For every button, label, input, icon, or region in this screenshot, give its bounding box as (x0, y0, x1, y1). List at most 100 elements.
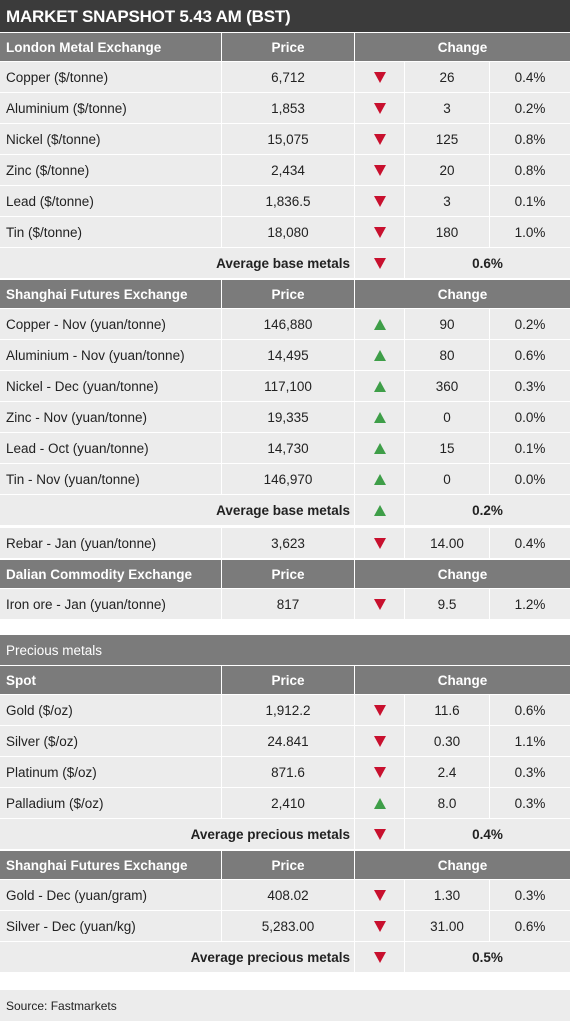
price: 146,970 (222, 464, 355, 494)
metal-name: Gold - Dec (yuan/gram) (0, 880, 222, 910)
metal-name: Iron ore - Jan (yuan/tonne) (0, 589, 222, 619)
change-pct: 0.6% (490, 911, 570, 941)
change: 26 (405, 62, 490, 92)
table-header: Spot Price Change (0, 666, 570, 694)
metal-name: Platinum ($/oz) (0, 757, 222, 787)
change: 3 (405, 93, 490, 123)
change: 8.0 (405, 788, 490, 818)
price: 817 (222, 589, 355, 619)
data-row: Gold - Dec (yuan/gram) 408.02 1.30 0.3% (0, 880, 570, 910)
header-cell: Shanghai Futures Exchange (0, 851, 222, 879)
change-pct: 1.2% (490, 589, 570, 619)
arrow-shape (373, 226, 386, 238)
average-label: Average base metals (0, 248, 355, 278)
price: 871.6 (222, 757, 355, 787)
arrow-cell (355, 942, 405, 972)
arrow-cell (355, 464, 405, 494)
arrow-cell (355, 186, 405, 216)
section-heading: Precious metals (0, 635, 570, 665)
data-row: Nickel ($/tonne) 15,075 125 0.8% (0, 124, 570, 154)
change: 11.6 (405, 695, 490, 725)
price: 146,880 (222, 309, 355, 339)
average-row: Average base metals 0.2% (0, 495, 570, 525)
trend-arrow (373, 598, 386, 610)
change-pct: 1.1% (490, 726, 570, 756)
heading-text: Precious metals (0, 635, 570, 665)
data-row: Nickel - Dec (yuan/tonne) 117,100 360 0.3% (0, 371, 570, 401)
change: 15 (405, 433, 490, 463)
change-pct: 0.6% (490, 695, 570, 725)
metal-name: Silver ($/oz) (0, 726, 222, 756)
arrow-cell (355, 528, 405, 558)
change-pct: 0.6% (490, 340, 570, 370)
price: 18,080 (222, 217, 355, 247)
metal-name: Copper - Nov (yuan/tonne) (0, 309, 222, 339)
arrow-cell (355, 726, 405, 756)
header-cell: London Metal Exchange (0, 33, 222, 61)
arrow-shape (373, 411, 386, 423)
arrow-shape (373, 318, 386, 330)
metal-name: Tin ($/tonne) (0, 217, 222, 247)
header-cell: Price (222, 280, 355, 308)
trend-arrow (373, 164, 386, 176)
arrow-cell (355, 819, 405, 849)
source-note: Source: Fastmarkets (0, 990, 570, 1021)
data-row: Copper - Nov (yuan/tonne) 146,880 90 0.2% (0, 309, 570, 339)
header-cell: Change (355, 280, 570, 308)
arrow-shape (373, 349, 386, 361)
arrow-cell (355, 93, 405, 123)
price: 2,410 (222, 788, 355, 818)
average-pct: 0.4% (405, 819, 570, 849)
trend-arrow (373, 71, 386, 83)
metal-name: Aluminium - Nov (yuan/tonne) (0, 340, 222, 370)
data-row: Palladium ($/oz) 2,410 8.0 0.3% (0, 788, 570, 818)
arrow-shape (373, 704, 386, 716)
price: 14,495 (222, 340, 355, 370)
average-pct: 0.6% (405, 248, 570, 278)
arrow-cell (355, 880, 405, 910)
price: 14,730 (222, 433, 355, 463)
arrow-shape (373, 380, 386, 392)
price: 24.841 (222, 726, 355, 756)
metal-name: Zinc ($/tonne) (0, 155, 222, 185)
price: 1,836.5 (222, 186, 355, 216)
data-row: Lead - Oct (yuan/tonne) 14,730 15 0.1% (0, 433, 570, 463)
trend-arrow (373, 704, 386, 716)
header-cell: Price (222, 666, 355, 694)
arrow-shape (373, 71, 386, 83)
metal-name: Tin - Nov (yuan/tonne) (0, 464, 222, 494)
header-cell: Change (355, 33, 570, 61)
tables: London Metal Exchange Price Change Copper (… (0, 33, 570, 972)
change: 80 (405, 340, 490, 370)
change-pct: 0.3% (490, 757, 570, 787)
data-row: Platinum ($/oz) 871.6 2.4 0.3% (0, 757, 570, 787)
header-cell: Change (355, 666, 570, 694)
average-label: Average precious metals (0, 942, 355, 972)
price: 408.02 (222, 880, 355, 910)
change-pct: 0.2% (490, 93, 570, 123)
trend-arrow (373, 102, 386, 114)
metal-name: Lead ($/tonne) (0, 186, 222, 216)
trend-arrow (373, 473, 386, 485)
metal-name: Palladium ($/oz) (0, 788, 222, 818)
change-pct: 0.3% (490, 880, 570, 910)
price: 19,335 (222, 402, 355, 432)
arrow-shape (373, 920, 386, 932)
arrow-shape (373, 164, 386, 176)
trend-arrow (373, 195, 386, 207)
change: 3 (405, 186, 490, 216)
change-pct: 0.1% (490, 186, 570, 216)
price: 3,623 (222, 528, 355, 558)
trend-arrow (373, 828, 386, 840)
data-row: Iron ore - Jan (yuan/tonne) 817 9.5 1.2% (0, 589, 570, 619)
arrow-cell (355, 124, 405, 154)
header-cell: Price (222, 33, 355, 61)
average-row: Average precious metals 0.5% (0, 942, 570, 972)
page-title: MARKET SNAPSHOT 5.43 AM (BST) (0, 0, 570, 32)
table-header: Shanghai Futures Exchange Price Change (0, 280, 570, 308)
arrow-shape (373, 442, 386, 454)
arrow-cell (355, 217, 405, 247)
metal-name: Aluminium ($/tonne) (0, 93, 222, 123)
trend-arrow (373, 318, 386, 330)
